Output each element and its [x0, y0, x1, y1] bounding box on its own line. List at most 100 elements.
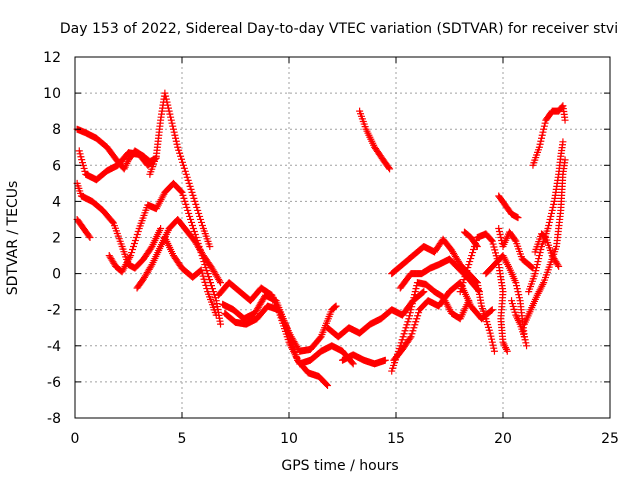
series-sat-g — [146, 89, 214, 251]
data-point — [184, 206, 192, 214]
data-point — [496, 230, 504, 238]
data-point — [460, 276, 468, 284]
series-sat-aa — [525, 138, 567, 296]
data-point — [165, 107, 173, 115]
x-tick-label: 5 — [178, 431, 187, 447]
data-point — [514, 214, 522, 222]
data-point — [195, 209, 203, 217]
data-point — [554, 261, 562, 269]
data-point — [555, 262, 563, 270]
data-point — [540, 232, 548, 240]
data-point — [486, 329, 494, 337]
data-point — [168, 119, 176, 127]
data-point — [523, 342, 531, 350]
data-point — [164, 101, 172, 109]
data-point — [162, 92, 170, 100]
data-point — [177, 187, 185, 195]
data-point — [186, 212, 194, 220]
data-point — [491, 246, 499, 254]
data-point — [399, 333, 407, 341]
data-point — [171, 131, 179, 139]
data-point — [164, 104, 172, 112]
data-point — [193, 203, 201, 211]
series-sat-k — [221, 302, 357, 368]
data-point — [203, 267, 211, 275]
series-sat-e — [105, 179, 225, 328]
data-point — [408, 300, 416, 308]
data-point — [537, 137, 545, 145]
data-point — [184, 176, 192, 184]
x-tick-label: 0 — [71, 431, 80, 447]
data-point — [535, 143, 543, 151]
data-point — [161, 89, 169, 97]
data-point — [561, 156, 569, 164]
y-tick-label: 6 — [52, 158, 61, 174]
data-point — [191, 230, 199, 238]
data-point — [189, 191, 197, 199]
y-tick-label: 0 — [52, 267, 61, 283]
y-tick-label: 2 — [52, 231, 61, 247]
data-point — [521, 336, 529, 344]
data-point — [163, 98, 171, 106]
data-point — [497, 234, 505, 241]
data-point — [203, 285, 211, 293]
data-point — [186, 182, 194, 190]
data-point — [177, 152, 185, 160]
data-point — [462, 270, 470, 278]
data-point — [470, 246, 478, 254]
data-point — [539, 128, 547, 136]
data-point — [487, 306, 495, 314]
data-point — [85, 232, 93, 240]
data-point — [411, 288, 419, 296]
data-point — [167, 113, 175, 121]
data-point — [191, 197, 199, 205]
y-tick-label: 4 — [52, 194, 61, 210]
y-tick-label: 12 — [43, 50, 61, 66]
data-point — [189, 224, 197, 232]
data-point — [202, 264, 210, 272]
data-point — [202, 281, 210, 289]
data-point — [407, 333, 415, 341]
data-point — [197, 215, 205, 223]
data-point — [192, 200, 200, 208]
data-point — [411, 321, 419, 329]
data-point — [495, 224, 503, 232]
data-point — [182, 200, 190, 208]
series-sat-x — [460, 228, 481, 251]
data-point — [185, 209, 193, 217]
y-tick-labels: -8 -6 -4 -2 0 2 4 6 8 10 12 — [43, 50, 61, 427]
data-point — [86, 234, 94, 241]
data-point — [548, 209, 556, 217]
series-sat-u — [482, 252, 531, 350]
data-points — [73, 89, 569, 390]
data-point — [550, 200, 558, 208]
data-point — [513, 285, 521, 293]
data-point — [514, 288, 522, 296]
data-point — [407, 306, 415, 314]
data-point — [78, 159, 86, 167]
chart-title: Day 153 of 2022, Sidereal Day-to-day VTE… — [60, 21, 618, 37]
data-point — [490, 344, 498, 352]
data-point — [196, 212, 204, 220]
data-point — [547, 212, 555, 220]
data-point — [512, 279, 520, 287]
data-point — [173, 140, 181, 148]
data-point — [404, 318, 412, 326]
data-point — [332, 302, 340, 310]
x-tick-labels: 0 5 10 15 20 25 — [71, 431, 619, 447]
data-point — [190, 227, 198, 235]
data-point — [166, 110, 174, 118]
data-point — [188, 188, 196, 196]
data-point — [469, 249, 477, 257]
data-point — [456, 288, 464, 296]
data-point — [473, 243, 481, 251]
data-point — [381, 356, 389, 364]
data-point — [172, 137, 180, 145]
data-point — [536, 140, 544, 148]
data-point — [503, 347, 511, 355]
data-point — [212, 311, 220, 319]
data-point — [409, 327, 417, 335]
data-point — [461, 273, 469, 281]
x-tick-label: 10 — [280, 431, 298, 447]
